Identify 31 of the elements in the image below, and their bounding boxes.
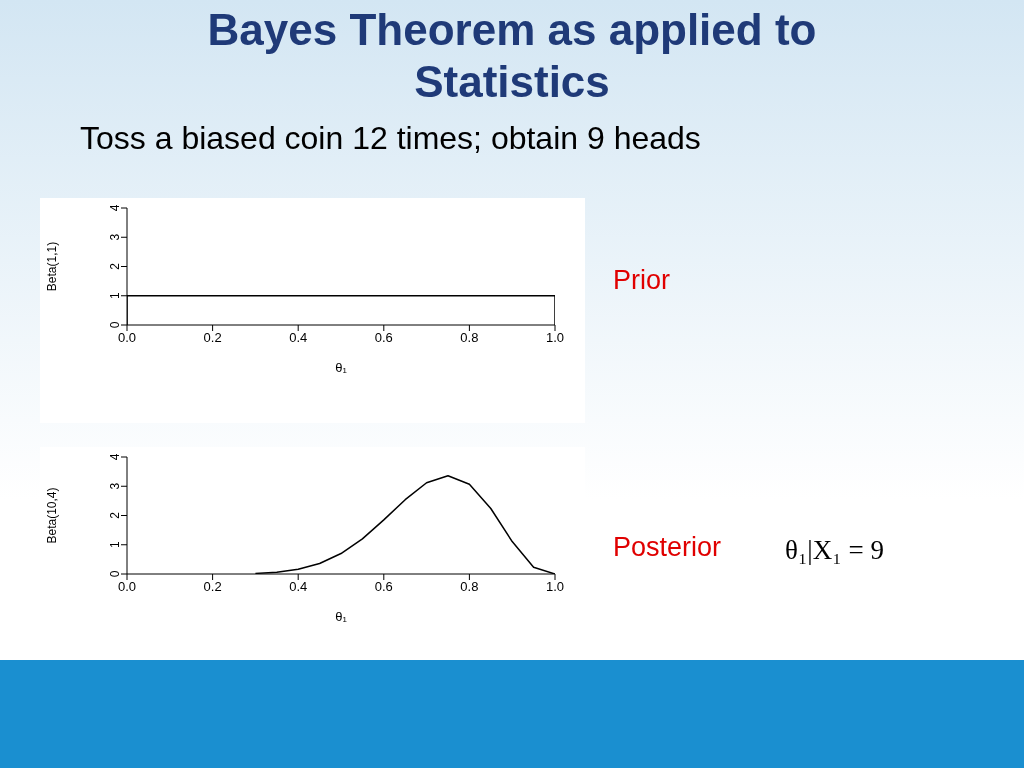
y-tick-label: 3 — [108, 233, 122, 241]
y-tick-label: 0 — [108, 570, 122, 578]
x-tick-label: 0.4 — [289, 330, 308, 346]
chart-subtitle: Toss a biased coin 12 times; obtain 9 heads — [80, 120, 701, 157]
x-tick-label: 0.2 — [203, 330, 222, 346]
x-axis-title: θ₁ — [335, 609, 348, 625]
x-tick-label: 0.2 — [203, 579, 222, 595]
y-tick-label: 3 — [108, 482, 122, 490]
y-tick-label: 4 — [108, 204, 122, 212]
text: Prior — [613, 265, 671, 296]
y-tick-label: 2 — [108, 511, 122, 519]
y-tick-label: 2 — [108, 262, 122, 270]
y-tick-label: 0 — [108, 321, 122, 329]
x-tick-label: 1.0 — [545, 579, 565, 595]
y-tick-label: 1 — [108, 541, 122, 549]
x-tick-label: 1.0 — [545, 330, 565, 346]
text: θ₁|X₁ = 9 — [785, 535, 884, 566]
x-tick-label: 0.8 — [460, 330, 479, 346]
y-tick-label: 1 — [108, 292, 122, 300]
x-tick-label: 0.0 — [117, 330, 137, 346]
x-tick-label: 0.8 — [460, 579, 479, 595]
x-tick-label: 0.4 — [289, 579, 308, 595]
x-tick-label: 0.6 — [374, 330, 393, 346]
y-tick-label: 4 — [108, 453, 122, 461]
y-axis-title: Beta(10,4) — [45, 487, 60, 544]
chart-title: Bayes Theorem as applied to Statistics — [206, 4, 818, 108]
x-tick-label: 0.0 — [117, 579, 137, 595]
text: Posterior — [613, 532, 722, 563]
y-axis-title: Beta(1,1) — [45, 241, 60, 292]
x-axis-title: θ₁ — [335, 360, 348, 376]
x-tick-label: 0.6 — [374, 579, 393, 595]
